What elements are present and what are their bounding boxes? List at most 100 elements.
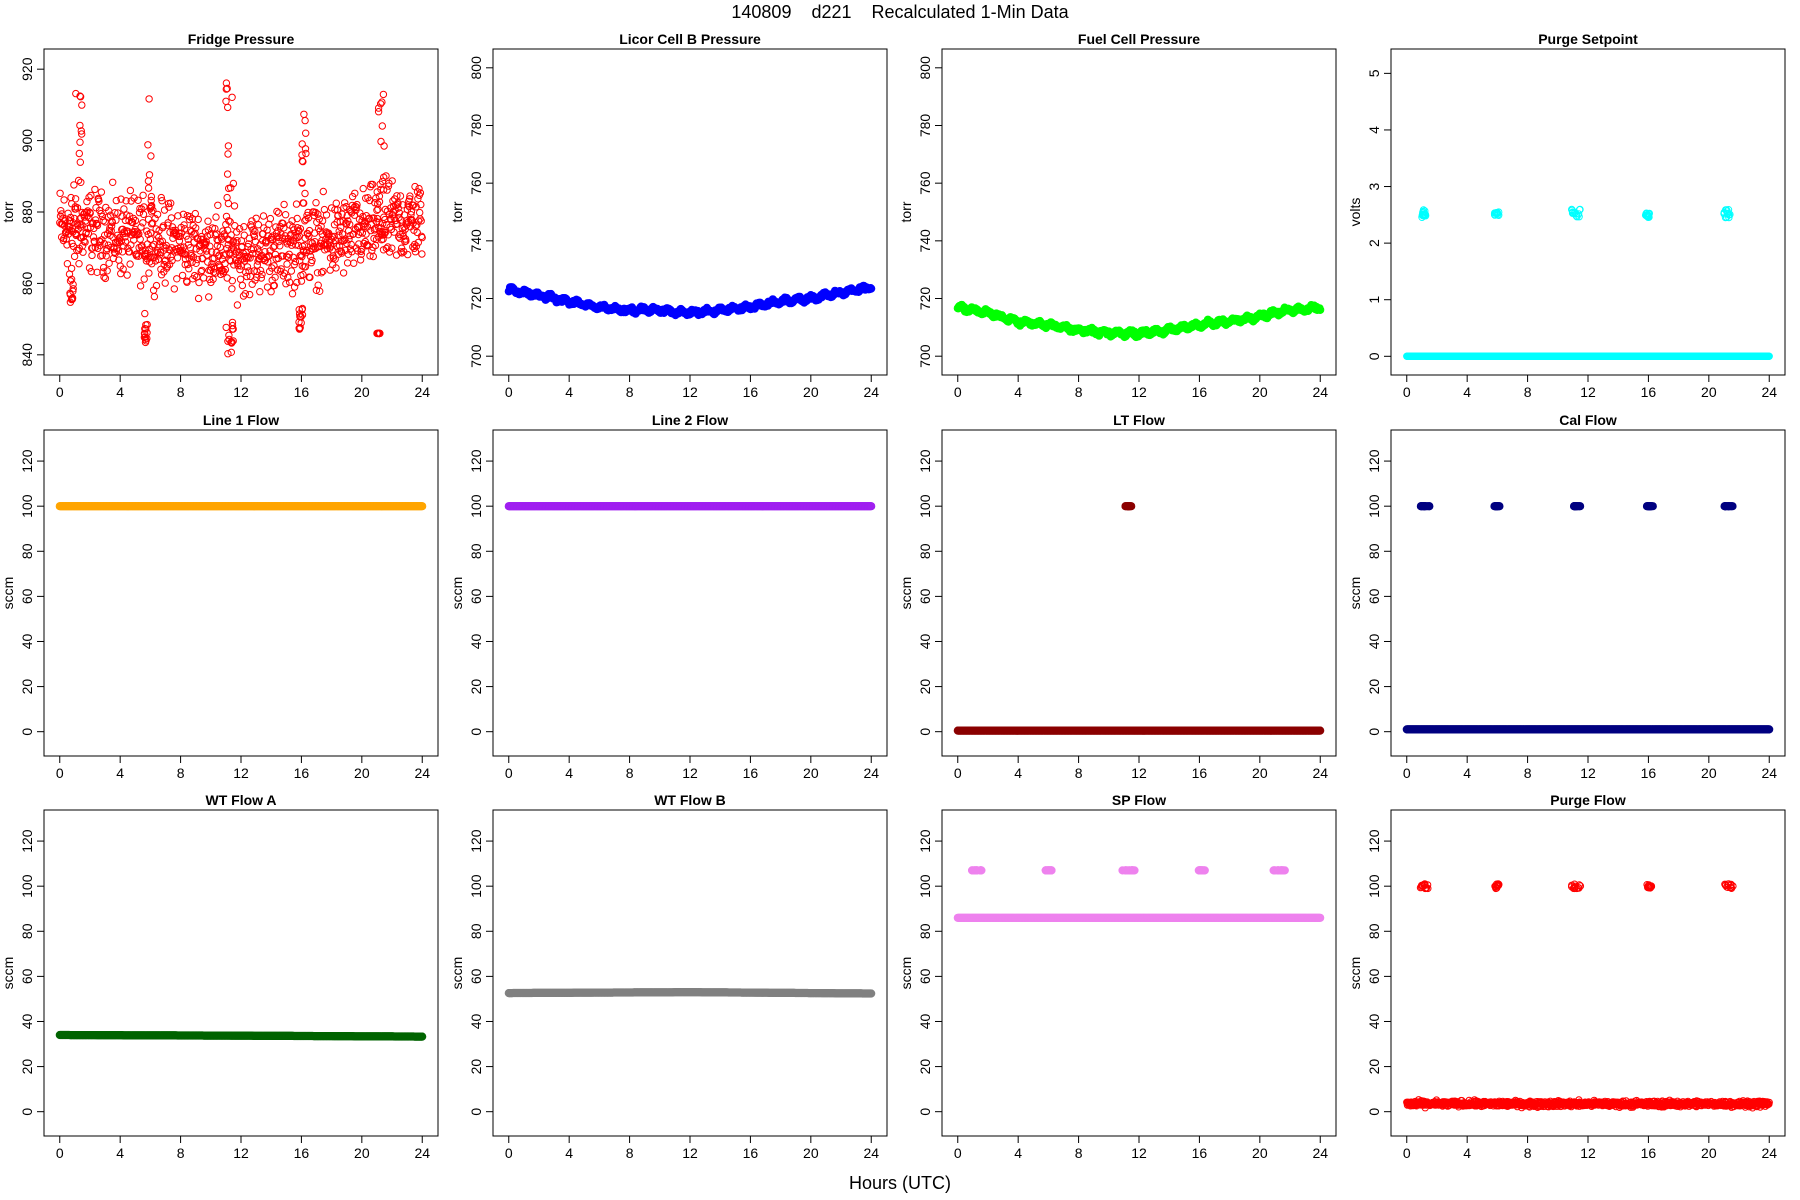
data-point: [156, 248, 165, 257]
data-point: [379, 186, 388, 194]
data-point: [70, 181, 78, 189]
data-point: [384, 231, 392, 239]
data-point: [116, 233, 124, 242]
data-point: [194, 294, 203, 303]
data-point: [359, 184, 367, 193]
data-point: [226, 218, 234, 226]
data-point: [145, 95, 153, 103]
data-point: [139, 191, 147, 200]
data-point: [399, 201, 407, 209]
data-point: [355, 240, 363, 248]
data-point: [107, 227, 115, 235]
data-point: [73, 204, 82, 212]
data-point: [384, 243, 392, 251]
panel-title: Fuel Cell Pressure: [1078, 31, 1200, 47]
y-axis-label: torr: [449, 201, 465, 222]
data-point: [375, 329, 384, 338]
data-point: [202, 238, 210, 246]
data-point: [230, 261, 238, 269]
x-tick-label: 24: [863, 384, 879, 400]
data-point: [298, 151, 306, 159]
data-point: [378, 177, 387, 186]
data-point: [292, 241, 300, 249]
data-point: [79, 248, 87, 256]
data-points: [56, 79, 426, 358]
data-point: [331, 237, 340, 245]
data-point: [170, 285, 179, 293]
y-tick-label: 780: [917, 114, 933, 138]
data-point: [355, 223, 363, 231]
data-points: [953, 300, 1325, 342]
data-point: [189, 221, 197, 230]
data-point: [235, 225, 244, 233]
data-point: [76, 121, 84, 130]
data-point: [158, 197, 166, 205]
x-tick-label: 8: [177, 765, 185, 781]
data-point: [393, 220, 401, 228]
data-point: [374, 108, 383, 116]
data-point: [288, 290, 297, 298]
data-point: [194, 215, 202, 224]
data-point: [71, 195, 80, 203]
data-point: [195, 278, 203, 287]
data-point: [396, 192, 405, 200]
data-point: [212, 213, 220, 221]
data-point: [223, 244, 231, 253]
data-point: [316, 287, 324, 295]
y-tick-label: 740: [468, 229, 484, 253]
data-point: [298, 304, 307, 313]
data-point: [300, 110, 308, 119]
data-point: [270, 281, 278, 290]
data-point: [123, 271, 131, 279]
x-tick-label: 4: [565, 765, 573, 781]
x-tick-label: 16: [294, 384, 310, 400]
data-point: [411, 248, 420, 256]
y-tick-label: 4: [1366, 126, 1382, 134]
data-point: [375, 198, 384, 206]
data-point: [153, 210, 162, 219]
y-axis-label: sccm: [0, 577, 16, 610]
data-point: [330, 232, 338, 241]
data-point: [113, 244, 121, 253]
data-point: [418, 502, 427, 511]
y-tick-label: 20: [19, 679, 35, 695]
data-point: [67, 264, 76, 273]
data-point: [412, 203, 420, 211]
plot-frame: [43, 429, 439, 757]
y-tick-label: 880: [19, 200, 35, 224]
data-point: [270, 262, 278, 270]
data-point: [329, 254, 338, 262]
data-point: [174, 212, 182, 220]
data-point: [349, 230, 358, 238]
data-point: [273, 207, 281, 216]
data-point: [224, 199, 233, 208]
data-point: [395, 209, 404, 217]
y-tick-label: 60: [19, 588, 35, 604]
y-tick-label: 1: [1366, 296, 1382, 304]
data-point: [101, 274, 110, 283]
data-point: [180, 221, 188, 229]
data-point: [351, 189, 359, 198]
data-point: [412, 242, 421, 250]
data-point: [190, 271, 199, 280]
data-point: [276, 242, 284, 250]
y-tick-label: 740: [917, 229, 933, 253]
data-point: [66, 277, 75, 285]
data-point: [367, 226, 375, 235]
data-point: [119, 242, 128, 250]
data-point: [402, 237, 410, 245]
data-point: [284, 253, 293, 262]
x-tick-label: 0: [954, 384, 962, 400]
data-point: [178, 271, 187, 280]
data-point: [66, 290, 75, 299]
data-point: [135, 230, 143, 238]
data-point: [223, 226, 232, 234]
data-point: [224, 103, 232, 112]
data-point: [282, 280, 290, 288]
data-point: [134, 231, 142, 239]
data-point: [86, 209, 94, 218]
data-point: [193, 255, 202, 264]
data-point: [258, 270, 266, 279]
data-point: [239, 255, 247, 263]
